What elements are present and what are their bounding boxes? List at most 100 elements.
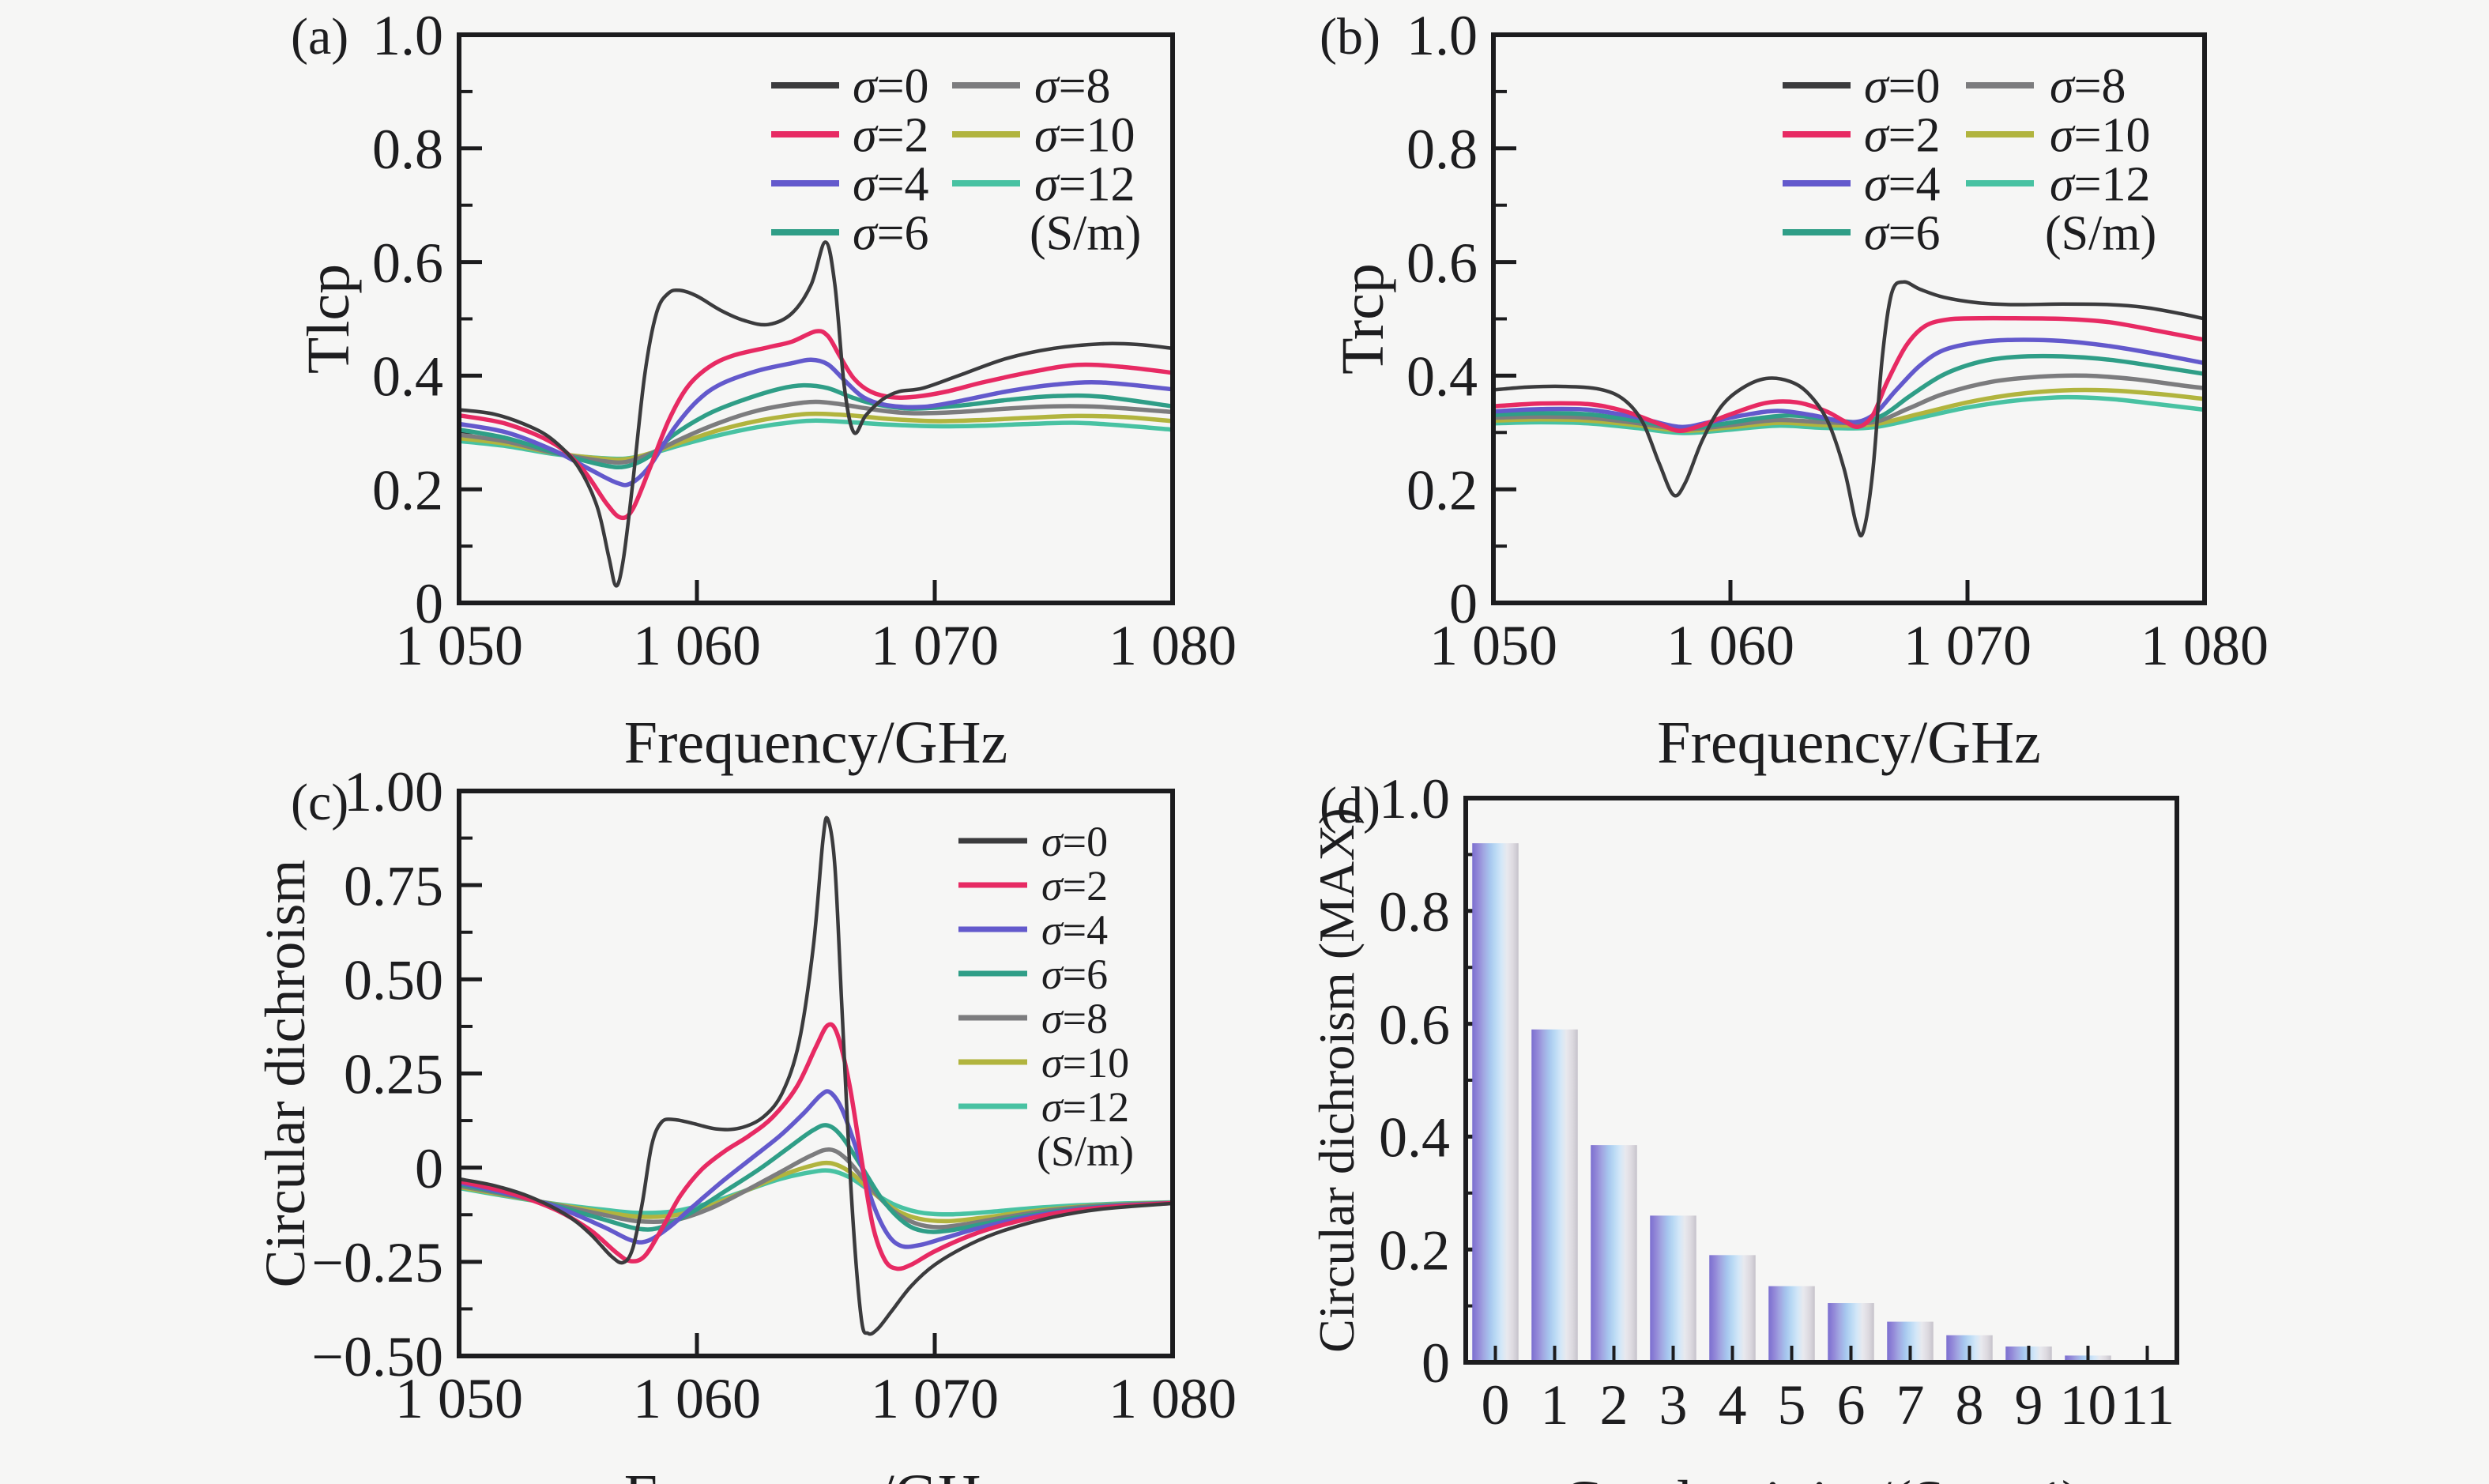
x-tick-label: 1 070 [871, 614, 999, 677]
y-axis-label: Tlcp [296, 264, 362, 374]
x-tick-label: 7 [1896, 1373, 1925, 1437]
x-tick-label: 2 [1600, 1373, 1629, 1437]
y-tick-label: −0.50 [311, 1325, 443, 1388]
y-tick-label: 0.75 [344, 854, 443, 917]
y-tick-label: 0.2 [1379, 1218, 1450, 1282]
panel-b-chart: 00.20.40.60.81.01 050 1 060 1 070 1 080σ=0σ… [1330, 4, 2269, 776]
legend-label-σ=12: σ=12 [1034, 158, 1135, 212]
y-tick-label: 0 [415, 572, 443, 635]
x-tick-label: 1 060 [633, 1367, 761, 1430]
legend-label-σ=4: σ=4 [1041, 906, 1108, 954]
x-tick-label: 5 [1778, 1373, 1806, 1437]
x-tick-label: 10 [2060, 1373, 2117, 1437]
y-tick-label: 0.6 [1406, 232, 1478, 295]
x-tick-label: 4 [1719, 1373, 1747, 1437]
series-σ=12 [1491, 394, 2207, 435]
y-tick-label: 0.4 [1406, 345, 1478, 409]
legend-label-σ=12: σ=12 [1041, 1083, 1129, 1131]
plot-border [1463, 796, 2179, 1365]
series-σ=0 [457, 240, 1175, 588]
y-tick-label: 0.50 [344, 949, 443, 1012]
legend-label-σ=0: σ=0 [853, 60, 929, 114]
x-tick-label: 1 080 [1109, 1367, 1237, 1430]
series-σ=4 [457, 357, 1175, 488]
legend-label-σ=6: σ=6 [1864, 207, 1941, 261]
plot-border [457, 32, 1175, 605]
panel-d-chart: 00.20.40.60.81.001234567891011Conductivi… [1309, 767, 2179, 1484]
x-tick-label: 1 060 [633, 614, 761, 677]
x-axis-label: Frequency/GHz [1657, 710, 2040, 776]
x-tick-label: 1 080 [1109, 614, 1237, 677]
y-tick-label: 0.6 [372, 232, 443, 295]
legend-label-σ=2: σ=2 [853, 109, 929, 163]
legend-label-σ=8: σ=8 [1041, 995, 1108, 1042]
y-tick-label: 0 [1421, 1331, 1450, 1395]
panel-a-letter: (a) [291, 8, 349, 66]
x-tick-label: 11 [2120, 1373, 2175, 1437]
y-tick-label: 1.0 [1406, 4, 1478, 67]
y-tick-label: 0.8 [1406, 118, 1478, 181]
series-σ=2 [1491, 315, 2207, 433]
x-tick-label: 1 050 [395, 614, 523, 677]
bar-4 [1709, 1255, 1756, 1360]
y-tick-label: 0.4 [1379, 1106, 1450, 1169]
x-tick-label: 9 [2015, 1373, 2043, 1437]
panel-a: 0 0.2 0.4 0.6 0.8 1.0 1 050 1 060 1 070 1 080 σ=0 σ… [0, 0, 1244, 776]
series-σ=2 [457, 329, 1175, 521]
y-axis-label: Circular dichroism (MAX) [1309, 808, 1365, 1353]
bar-0 [1472, 843, 1519, 1360]
y-tick-label: 1.00 [344, 760, 443, 823]
x-tick-label: 0 [1482, 1373, 1510, 1437]
series-σ=8 [457, 399, 1175, 465]
x-axis-label: Conductivity/(S·m⁻¹) [1561, 1469, 2081, 1484]
y-tick-label: 1.0 [372, 4, 443, 67]
legend-label-σ=0: σ=0 [1864, 60, 1941, 114]
x-axis-label: Frequency/GHz [624, 710, 1007, 776]
x-tick-label: 1 050 [1429, 614, 1557, 677]
legend-note: (S/m) [2045, 207, 2156, 261]
x-tick-label: 1 050 [395, 1367, 523, 1430]
y-tick-label: 0.25 [344, 1043, 443, 1106]
legend: σ=0σ=2σ=4σ=6 σ=8σ=10σ=12(S/m) [771, 60, 1141, 261]
series-σ=0 [457, 815, 1175, 1336]
x-tick-label: 1 070 [1903, 614, 2031, 677]
y-tick-label: 0.2 [372, 458, 443, 522]
x-tick-label: 1 060 [1666, 614, 1794, 677]
y-tick-label: 0.4 [372, 345, 443, 409]
plot-border [457, 789, 1175, 1358]
panel-b: 0 0.2 0.4 0.6 0.8 1.0 1 050 1 060 1 070 1 080 σ=0 σ… [1244, 0, 2489, 776]
x-tick-label: 1 080 [2141, 614, 2269, 677]
y-tick-label: 0.2 [1406, 458, 1478, 522]
x-tick-label: 8 [1956, 1373, 1984, 1437]
y-axis-label: Circular dichroism [254, 860, 317, 1288]
legend-label-σ=2: σ=2 [1864, 109, 1941, 163]
plot-border [1491, 32, 2207, 605]
y-tick-label: 0 [415, 1137, 443, 1200]
legend-label-σ=8: σ=8 [1034, 60, 1111, 114]
panel-b-letter: (b) [1320, 8, 1380, 66]
series-σ=6 [457, 1123, 1175, 1234]
legend-label-σ=0: σ=0 [1041, 818, 1108, 865]
y-tick-label: 0.6 [1379, 993, 1450, 1057]
panel-c-chart: −0.50 −0.25 0 0.25 0.50 0.75 1.00 1 050 1 060 1 0… [254, 760, 1237, 1484]
y-axis-label: Trcp [1330, 263, 1396, 375]
series-σ=10 [457, 411, 1175, 462]
series-σ=8 [457, 1147, 1175, 1230]
legend-label-σ=2: σ=2 [1041, 862, 1108, 910]
legend-label-σ=10: σ=10 [1041, 1039, 1129, 1087]
legend: σ=0σ=2σ=4σ=6 σ=8σ=10σ=12(S/m) [1783, 60, 2156, 261]
legend-label-σ=4: σ=4 [1864, 158, 1941, 212]
legend-label-σ=6: σ=6 [853, 207, 929, 261]
y-tick-label: 0.8 [372, 118, 443, 181]
series-σ=4 [457, 1089, 1175, 1249]
legend-label-σ=10: σ=10 [1034, 109, 1135, 163]
legend-label-σ=8: σ=8 [2050, 60, 2126, 114]
legend-note: (S/m) [1037, 1128, 1134, 1175]
series-σ=12 [457, 1168, 1175, 1217]
panel-c-letter: (c) [291, 774, 349, 831]
y-tick-label: −0.25 [311, 1231, 443, 1294]
panel-d: 00.20.40.60.81.001234567891011Conductivi… [1244, 742, 2489, 1484]
series-σ=10 [457, 1160, 1175, 1224]
series-σ=0 [1491, 280, 2207, 538]
